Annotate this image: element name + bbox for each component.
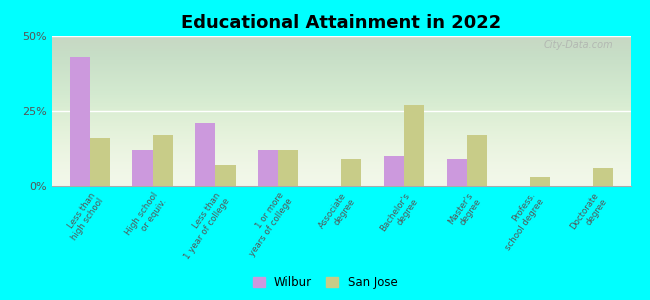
Bar bbox=[530, 177, 550, 186]
Bar bbox=[70, 57, 90, 186]
Bar bbox=[384, 156, 404, 186]
Bar bbox=[404, 105, 424, 186]
Bar bbox=[467, 135, 487, 186]
Bar bbox=[447, 159, 467, 186]
Bar bbox=[133, 150, 153, 186]
Bar bbox=[90, 138, 110, 186]
Bar bbox=[216, 165, 235, 186]
Title: Educational Attainment in 2022: Educational Attainment in 2022 bbox=[181, 14, 501, 32]
Legend: Wilbur, San Jose: Wilbur, San Jose bbox=[248, 272, 402, 294]
Bar bbox=[258, 150, 278, 186]
Bar bbox=[593, 168, 613, 186]
Bar bbox=[341, 159, 361, 186]
Text: City-Data.com: City-Data.com bbox=[543, 40, 613, 50]
Bar bbox=[153, 135, 173, 186]
Bar bbox=[278, 150, 298, 186]
Bar bbox=[196, 123, 216, 186]
